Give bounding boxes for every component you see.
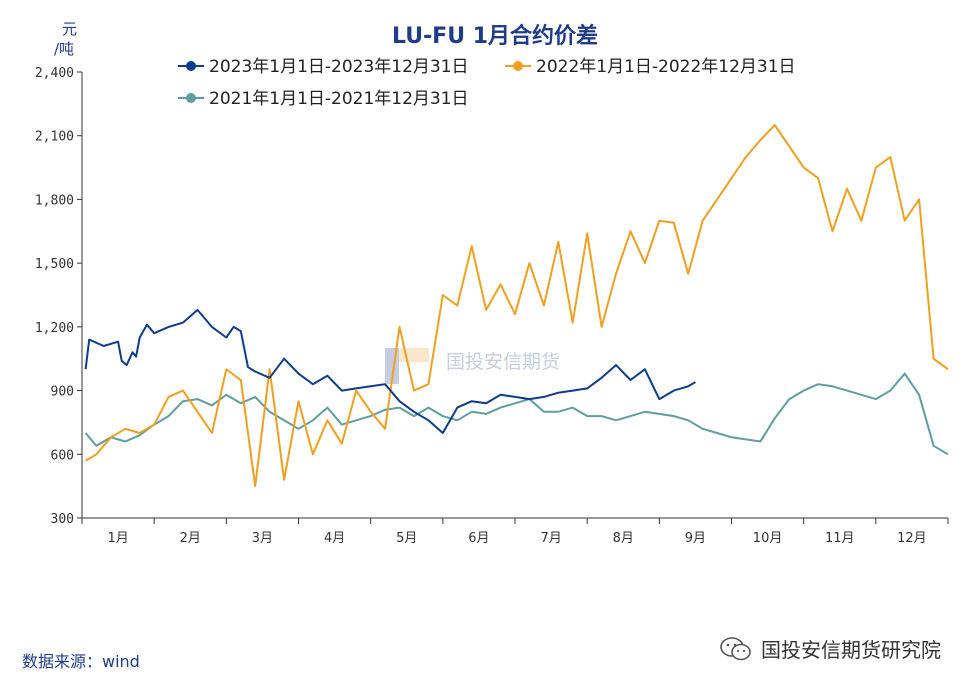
chart-title: LU-FU 1月合约价差 — [392, 23, 598, 49]
y-tick-label: 600 — [51, 448, 74, 463]
axes: 300 600 900 1,200 1,500 1,800 2,100 2,400 1月 2月 3月… — [35, 66, 949, 546]
series-layer — [84, 124, 949, 488]
x-tick-label: 9月 — [685, 531, 706, 546]
x-tick-label: 11月 — [825, 531, 855, 546]
y-tick-label: 1,500 — [35, 257, 74, 272]
legend-label: 2021年1月1日-2021年12月31日 — [209, 89, 469, 109]
series-line-0 — [84, 308, 696, 434]
y-tick-label: 2,400 — [35, 66, 74, 81]
brand-footer: 国投安信期货研究院 — [719, 634, 941, 663]
x-tick-label: 3月 — [252, 531, 273, 546]
x-tick-label: 1月 — [107, 531, 128, 546]
x-tick-label: 5月 — [396, 531, 417, 546]
y-tick-label: 900 — [51, 385, 74, 400]
data-source: 数据来源：wind — [22, 652, 140, 671]
y-tick-label: 300 — [51, 512, 74, 527]
legend-swatch-marker — [186, 61, 196, 71]
series-line-2 — [84, 372, 949, 456]
watermark-text: 国投安信期货 — [446, 351, 560, 373]
legend-label: 2022年1月1日-2022年12月31日 — [536, 57, 796, 77]
x-tick-label: 10月 — [753, 531, 783, 546]
legend-swatch-marker — [513, 61, 523, 71]
x-tick-label: 6月 — [468, 531, 489, 546]
legend-swatch-marker — [186, 93, 196, 103]
series-line-1 — [85, 124, 949, 488]
x-tick-label: 4月 — [324, 531, 345, 546]
legend: 2023年1月1日-2023年12月31日 2022年1月1日-2022年12月3… — [178, 57, 796, 109]
x-tick-label: 7月 — [540, 531, 561, 546]
y-tick-label: 1,200 — [35, 321, 74, 336]
x-tick-label: 12月 — [897, 531, 927, 546]
brand-label: 国投安信期货研究院 — [761, 638, 941, 662]
y-tick-label: 2,100 — [35, 130, 74, 145]
legend-label: 2023年1月1日-2023年12月31日 — [209, 57, 469, 77]
y-axis-unit: 元/吨 — [54, 20, 77, 58]
x-tick-label: 8月 — [613, 531, 634, 546]
wechat-icon — [720, 636, 751, 660]
x-tick-label: 2月 — [180, 531, 201, 546]
y-tick-label: 1,800 — [35, 193, 74, 208]
